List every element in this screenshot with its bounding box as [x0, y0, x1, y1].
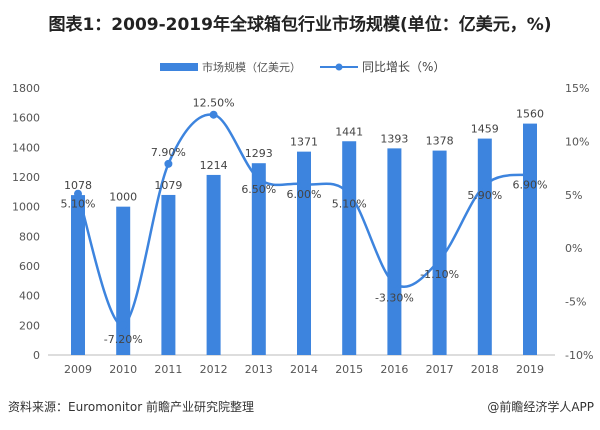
growth-value-label: 5.10%	[61, 198, 96, 211]
growth-point	[300, 180, 308, 189]
growth-point	[435, 255, 444, 264]
x-tick: 2010	[109, 363, 137, 376]
legend-bar-label: 市场规模（亿美元）	[202, 60, 301, 74]
x-tick: 2011	[154, 363, 182, 376]
x-tick: 2013	[245, 363, 273, 376]
growth-point	[390, 279, 399, 288]
growth-point	[164, 159, 173, 168]
y-left-tick: 200	[19, 319, 40, 332]
x-tick: 2017	[426, 363, 454, 376]
brand-watermark: @前瞻经济学人APP	[487, 400, 594, 414]
y-left-tick: 1800	[12, 82, 40, 95]
growth-point	[254, 174, 263, 183]
growth-value-label: -3.30%	[375, 291, 414, 304]
bar	[477, 138, 492, 355]
growth-value-label: 12.50%	[193, 97, 235, 110]
legend-bar-swatch	[160, 63, 198, 71]
source-note: 资料来源：Euromonitor 前瞻产业研究院整理	[8, 398, 254, 415]
bar-value-label: 1393	[380, 132, 408, 145]
bar	[161, 194, 176, 355]
bar-value-label: 1079	[154, 179, 182, 192]
y-right-tick: -10%	[565, 349, 593, 362]
bar	[71, 195, 85, 355]
growth-value-label: 6.00%	[287, 188, 322, 201]
y-left-tick: 800	[19, 230, 40, 243]
bar-value-label: 1459	[471, 123, 499, 136]
x-tick: 2016	[380, 363, 408, 376]
growth-value-label: 5.10%	[332, 198, 367, 211]
y-right-tick: 0%	[565, 242, 582, 255]
growth-value-label: 6.90%	[513, 179, 548, 192]
y-right-tick: 10%	[565, 135, 589, 148]
growth-value-label: 6.50%	[241, 183, 276, 196]
growth-point	[119, 321, 128, 330]
bar	[297, 151, 311, 355]
bar	[116, 206, 131, 355]
bar-value-label: 1441	[335, 125, 363, 138]
bar	[206, 174, 221, 355]
growth-value-label: 7.90%	[151, 146, 186, 159]
bar-value-label: 1000	[109, 191, 137, 204]
growth-point	[480, 181, 489, 190]
bar-value-label: 1378	[426, 135, 454, 148]
growth-value-label: -1.10%	[420, 268, 459, 281]
source-label: 资料来源：	[8, 400, 69, 414]
chart-title: 图表1：2009-2019年全球箱包行业市场规模(单位：亿美元，%)	[48, 15, 552, 35]
bar	[523, 123, 537, 355]
legend-line-label: 同比增长（%）	[362, 60, 445, 74]
growth-point	[526, 170, 534, 179]
y-left-tick: 600	[19, 260, 40, 273]
y-right-tick: -5%	[565, 296, 586, 309]
growth-point	[345, 189, 354, 198]
bar	[251, 163, 266, 355]
bar	[387, 148, 402, 355]
growth-value-label: -7.20%	[104, 333, 143, 346]
x-tick: 2009	[64, 363, 92, 376]
x-tick: 2012	[200, 363, 228, 376]
y-right-tick: 5%	[565, 189, 582, 202]
bar	[432, 150, 447, 355]
growth-line	[76, 113, 531, 327]
growth-point	[74, 189, 82, 198]
bar	[342, 141, 357, 355]
x-tick: 2014	[290, 363, 318, 376]
y-left-tick: 400	[19, 290, 40, 303]
bar-value-label: 1214	[200, 159, 228, 172]
source-text: Euromonitor 前瞻产业研究院整理	[68, 400, 254, 414]
legend-line-marker	[335, 63, 343, 71]
y-left-tick: 1400	[12, 141, 40, 154]
growth-value-label: 5.90%	[467, 189, 502, 202]
x-tick: 2018	[471, 363, 499, 376]
y-left-tick: 1200	[12, 171, 40, 184]
y-left-tick: 1600	[12, 112, 40, 125]
bar-value-label: 1078	[64, 179, 92, 192]
y-left-tick: 1000	[12, 201, 40, 214]
x-tick: 2015	[335, 363, 363, 376]
x-tick: 2019	[516, 363, 544, 376]
bar-value-label: 1293	[245, 147, 273, 160]
growth-point	[209, 110, 218, 119]
bar-value-label: 1371	[290, 136, 318, 149]
y-right-tick: 15%	[565, 82, 589, 95]
bar-value-label: 1560	[516, 108, 544, 121]
y-left-tick: 0	[33, 349, 40, 362]
